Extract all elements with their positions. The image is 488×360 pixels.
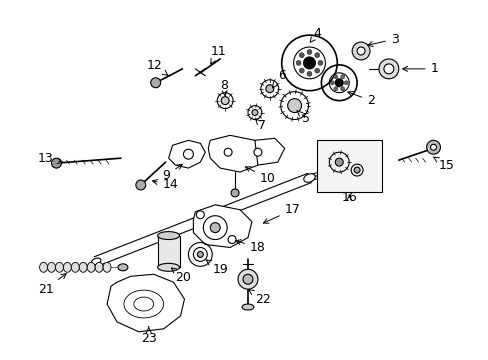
Polygon shape [168,140,205,168]
Text: 19: 19 [206,260,227,276]
Ellipse shape [303,174,315,182]
Circle shape [51,158,61,168]
Circle shape [340,87,344,91]
Polygon shape [208,135,264,172]
Circle shape [378,59,398,79]
Ellipse shape [55,262,63,272]
Circle shape [197,251,203,257]
Text: 23: 23 [141,327,156,345]
Text: 6: 6 [272,69,285,88]
Polygon shape [107,274,184,332]
Polygon shape [193,205,251,247]
Circle shape [210,223,220,233]
Circle shape [299,68,304,73]
Circle shape [303,57,315,69]
Circle shape [340,75,344,79]
Circle shape [253,148,262,156]
Text: 7: 7 [255,119,265,132]
Text: 11: 11 [210,45,225,64]
Ellipse shape [63,262,71,272]
Circle shape [228,235,236,243]
Text: 16: 16 [341,192,356,204]
Circle shape [296,60,301,66]
Circle shape [333,87,337,91]
Text: 17: 17 [263,203,300,223]
Circle shape [136,180,145,190]
Ellipse shape [157,264,179,271]
Circle shape [231,189,239,197]
Ellipse shape [157,231,179,239]
Circle shape [314,68,319,73]
Circle shape [183,149,193,159]
Circle shape [243,274,252,284]
Ellipse shape [79,262,87,272]
Bar [157,235,179,267]
Circle shape [426,140,440,154]
Ellipse shape [242,304,253,310]
Circle shape [251,109,257,116]
Circle shape [333,75,337,79]
Text: 1: 1 [402,62,438,75]
Text: 21: 21 [38,274,66,296]
Ellipse shape [87,262,95,272]
Circle shape [306,50,311,54]
Circle shape [330,81,334,85]
Text: 13: 13 [38,152,62,165]
Text: 2: 2 [347,91,374,107]
Text: 14: 14 [152,179,178,192]
Circle shape [351,42,369,60]
Ellipse shape [40,262,47,272]
Text: 5: 5 [296,111,309,125]
Circle shape [287,99,301,113]
Circle shape [299,53,304,58]
Ellipse shape [103,262,111,272]
Circle shape [356,47,365,55]
Circle shape [317,60,322,66]
Circle shape [344,81,347,85]
Circle shape [224,148,232,156]
Circle shape [221,96,229,105]
Circle shape [150,78,161,88]
Ellipse shape [71,262,79,272]
Text: 18: 18 [235,240,265,254]
Circle shape [196,211,204,219]
Circle shape [335,79,343,87]
Text: 12: 12 [146,59,167,75]
Circle shape [383,64,393,74]
Text: 9: 9 [163,164,182,181]
Circle shape [335,158,343,166]
Circle shape [314,53,319,58]
Text: 3: 3 [367,33,398,46]
Text: 4: 4 [309,27,321,42]
Polygon shape [254,138,284,165]
Text: 22: 22 [248,290,270,306]
Ellipse shape [118,264,128,271]
Circle shape [353,167,359,173]
Circle shape [238,269,257,289]
Text: 15: 15 [432,157,453,172]
Bar [317,140,381,192]
Ellipse shape [47,262,55,272]
Circle shape [429,144,436,150]
Text: 8: 8 [220,79,228,96]
Circle shape [265,85,273,93]
Ellipse shape [95,262,103,272]
Text: 10: 10 [245,167,275,185]
Ellipse shape [91,258,101,265]
Text: 20: 20 [171,268,191,284]
Circle shape [306,71,311,76]
